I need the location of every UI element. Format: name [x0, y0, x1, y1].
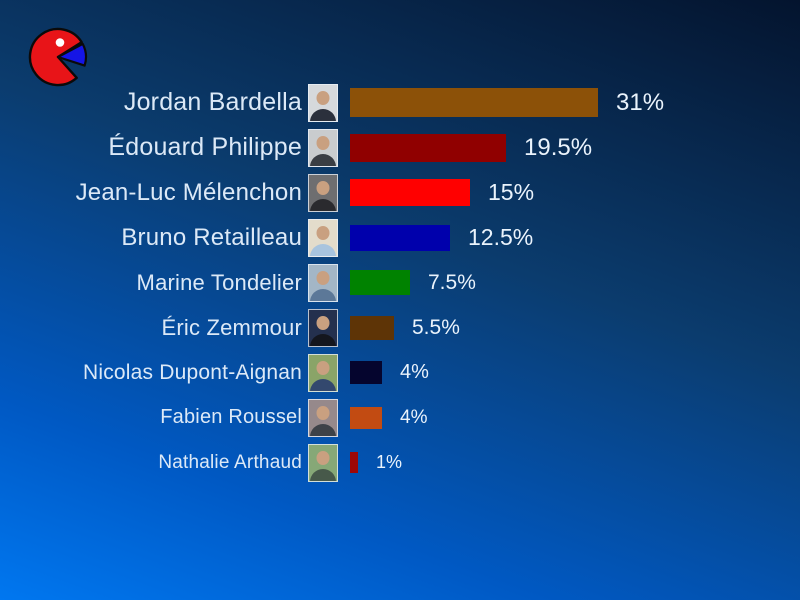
poll-value-label: 12.5% [468, 224, 534, 250]
chart-row: Jordan Bardella 31% [0, 80, 800, 125]
person-torso-silhouette [310, 153, 336, 166]
person-head-silhouette [316, 180, 330, 195]
poll-value-label: 5.5% [412, 315, 460, 339]
person-head-silhouette [316, 270, 330, 285]
poll-value-label: 4% [400, 406, 428, 428]
person-torso-silhouette [310, 468, 336, 481]
logo-eye-dot [55, 38, 65, 47]
poll-bar [350, 179, 470, 206]
chart-row: Éric Zemmour 5.5% [0, 305, 800, 350]
poll-bar [350, 88, 598, 117]
poll-bar [350, 224, 450, 251]
candidate-name: Jean-Luc Mélenchon [75, 178, 302, 206]
chart-row: Marine Tondelier 7.5% [0, 260, 800, 305]
candidate-photo [308, 173, 338, 212]
person-torso-silhouette [310, 378, 336, 391]
poll-value-label: 4% [400, 361, 429, 383]
logo-blue-pie-slice [56, 42, 88, 67]
candidate-photo [308, 308, 338, 347]
chart-row: Fabien Roussel 4% [0, 395, 800, 440]
candidate-photo [308, 218, 338, 257]
candidate-photo [308, 443, 338, 482]
poll-value-label: 31% [616, 88, 665, 116]
candidate-name: Marine Tondelier [136, 269, 302, 295]
candidate-name: Nathalie Arthaud [158, 451, 302, 473]
poll-bar [350, 315, 394, 340]
candidate-photo [308, 128, 338, 167]
chart-row: Bruno Retailleau 12.5% [0, 215, 800, 260]
chart-row: Nathalie Arthaud 1% [0, 440, 800, 485]
candidate-name: Édouard Philippe [108, 133, 302, 161]
logo-red-pie-slice [28, 27, 83, 87]
candidate-name: Jordan Bardella [123, 88, 302, 116]
person-torso-silhouette [310, 333, 336, 346]
person-head-silhouette [316, 135, 330, 150]
person-torso-silhouette [310, 288, 336, 301]
candidate-name: Nicolas Dupont-Aignan [83, 360, 302, 384]
person-head-silhouette [316, 225, 330, 240]
candidate-name: Fabien Roussel [160, 406, 302, 428]
candidate-photo [308, 353, 338, 392]
candidate-name: Éric Zemmour [161, 314, 302, 340]
candidate-name: Bruno Retailleau [121, 223, 302, 251]
person-torso-silhouette [310, 423, 336, 436]
poll-bar [350, 133, 506, 162]
poll-bar [350, 452, 358, 473]
chart-row: Édouard Philippe 19.5% [0, 125, 800, 170]
pie-pacman-logo [27, 26, 89, 88]
poll-bar [350, 406, 382, 429]
poll-bar [350, 270, 410, 295]
person-torso-silhouette [310, 108, 336, 121]
chart-row: Nicolas Dupont-Aignan 4% [0, 350, 800, 395]
candidate-photo [308, 398, 338, 437]
person-head-silhouette [316, 360, 330, 375]
poll-bar-chart: Jordan Bardella 31% Édouard Philippe 19.… [0, 80, 800, 485]
person-torso-silhouette [310, 243, 336, 256]
poll-value-label: 19.5% [524, 133, 593, 161]
poll-bar [350, 361, 382, 384]
person-head-silhouette [316, 405, 330, 420]
chart-row: Jean-Luc Mélenchon 15% [0, 170, 800, 215]
person-head-silhouette [316, 90, 330, 105]
person-head-silhouette [316, 315, 330, 330]
poll-value-label: 1% [376, 452, 403, 472]
poll-value-label: 7.5% [428, 270, 476, 294]
poll-value-label: 15% [488, 179, 535, 205]
pie-pacman-logo-svg [28, 27, 88, 87]
candidate-photo [308, 263, 338, 302]
person-torso-silhouette [310, 198, 336, 211]
person-head-silhouette [316, 450, 330, 465]
candidate-photo [308, 83, 338, 122]
